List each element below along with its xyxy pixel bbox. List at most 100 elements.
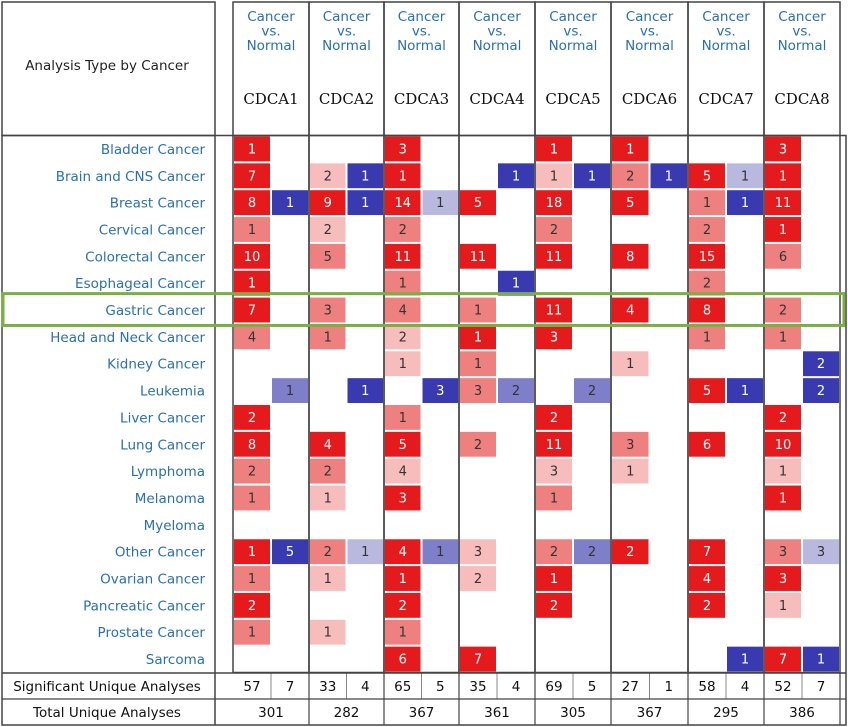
up-cell-cdca6-breast-cancer[interactable]: [612, 190, 649, 216]
up-cell-cdca7-ovarian-cancer[interactable]: [689, 566, 725, 591]
row-label-esophageal-cancer[interactable]: Esophageal Cancer: [75, 276, 205, 292]
up-cell-cdca7-gastric-cancer[interactable]: [689, 297, 725, 323]
up-cell-cdca3-colorectal-cancer[interactable]: [385, 243, 421, 269]
down-cell-cdca3-other-cancer[interactable]: [422, 539, 459, 565]
up-cell-cdca3-gastric-cancer[interactable]: [385, 297, 421, 323]
up-cell-cdca4-gastric-cancer[interactable]: [460, 297, 496, 323]
up-cell-cdca5-cervical-cancer[interactable]: [536, 217, 572, 242]
up-cell-cdca2-breast-cancer[interactable]: [310, 190, 346, 216]
down-cell-cdca7-brain-and-cns-cancer[interactable]: [727, 163, 763, 189]
up-cell-cdca3-head-and-neck-cancer[interactable]: [385, 324, 421, 350]
comparison-label[interactable]: vs.: [412, 24, 431, 40]
up-cell-cdca5-melanoma[interactable]: [536, 485, 572, 511]
up-cell-cdca8-lymphoma[interactable]: [765, 458, 801, 484]
up-cell-cdca4-breast-cancer[interactable]: [460, 190, 496, 216]
up-cell-cdca8-brain-and-cns-cancer[interactable]: [765, 163, 801, 189]
comparison-label[interactable]: Normal: [397, 38, 446, 54]
row-label-kidney-cancer[interactable]: Kidney Cancer: [107, 357, 205, 373]
up-cell-cdca3-lymphoma[interactable]: [385, 458, 421, 484]
down-cell-cdca4-esophageal-cancer[interactable]: [498, 270, 534, 296]
up-cell-cdca3-bladder-cancer[interactable]: [385, 136, 421, 162]
down-cell-cdca7-leukemia[interactable]: [727, 378, 763, 403]
down-cell-cdca8-leukemia[interactable]: [803, 378, 839, 403]
down-cell-cdca3-breast-cancer[interactable]: [422, 190, 459, 216]
up-cell-cdca6-gastric-cancer[interactable]: [612, 297, 649, 323]
up-cell-cdca8-other-cancer[interactable]: [765, 539, 801, 565]
up-cell-cdca5-brain-and-cns-cancer[interactable]: [536, 163, 572, 189]
up-cell-cdca4-leukemia[interactable]: [460, 378, 496, 403]
up-cell-cdca7-esophageal-cancer[interactable]: [689, 270, 725, 296]
row-label-prostate-cancer[interactable]: Prostate Cancer: [98, 625, 206, 641]
down-cell-cdca8-other-cancer[interactable]: [803, 539, 839, 565]
comparison-label[interactable]: Cancer: [323, 9, 371, 25]
up-cell-cdca1-other-cancer[interactable]: [234, 539, 270, 565]
up-cell-cdca1-lymphoma[interactable]: [234, 458, 270, 484]
up-cell-cdca1-head-and-neck-cancer[interactable]: [234, 324, 270, 350]
up-cell-cdca3-pancreatic-cancer[interactable]: [385, 592, 421, 618]
up-cell-cdca3-prostate-cancer[interactable]: [385, 619, 421, 645]
up-cell-cdca5-colorectal-cancer[interactable]: [536, 243, 572, 269]
up-cell-cdca7-breast-cancer[interactable]: [689, 190, 725, 216]
down-cell-cdca4-brain-and-cns-cancer[interactable]: [498, 163, 534, 189]
up-cell-cdca1-pancreatic-cancer[interactable]: [234, 592, 270, 618]
up-cell-cdca4-other-cancer[interactable]: [460, 539, 496, 565]
up-cell-cdca2-melanoma[interactable]: [310, 485, 346, 511]
up-cell-cdca1-melanoma[interactable]: [234, 485, 270, 511]
row-label-breast-cancer[interactable]: Breast Cancer: [110, 196, 206, 212]
up-cell-cdca1-cervical-cancer[interactable]: [234, 217, 270, 242]
up-cell-cdca2-gastric-cancer[interactable]: [310, 297, 346, 323]
up-cell-cdca2-cervical-cancer[interactable]: [310, 217, 346, 242]
up-cell-cdca8-sarcoma[interactable]: [765, 646, 801, 672]
up-cell-cdca7-leukemia[interactable]: [689, 378, 725, 403]
up-cell-cdca2-brain-and-cns-cancer[interactable]: [310, 163, 346, 189]
up-cell-cdca6-brain-and-cns-cancer[interactable]: [612, 163, 649, 189]
down-cell-cdca2-other-cancer[interactable]: [347, 539, 384, 565]
up-cell-cdca1-esophageal-cancer[interactable]: [234, 270, 270, 296]
row-label-lung-cancer[interactable]: Lung Cancer: [120, 437, 205, 453]
comparison-label[interactable]: Cancer: [778, 9, 826, 25]
comparison-label[interactable]: vs.: [261, 24, 280, 40]
up-cell-cdca8-gastric-cancer[interactable]: [765, 297, 801, 323]
down-cell-cdca8-kidney-cancer[interactable]: [803, 351, 839, 377]
up-cell-cdca3-liver-cancer[interactable]: [385, 405, 421, 430]
comparison-label[interactable]: Cancer: [398, 9, 446, 25]
up-cell-cdca8-bladder-cancer[interactable]: [765, 136, 801, 162]
down-cell-cdca2-breast-cancer[interactable]: [347, 190, 384, 216]
row-label-brain-and-cns-cancer[interactable]: Brain and CNS Cancer: [56, 169, 206, 185]
comparison-label[interactable]: vs.: [716, 24, 735, 40]
up-cell-cdca3-sarcoma[interactable]: [385, 646, 421, 672]
up-cell-cdca7-colorectal-cancer[interactable]: [689, 243, 725, 269]
comparison-label[interactable]: Cancer: [247, 9, 295, 25]
up-cell-cdca4-lung-cancer[interactable]: [460, 431, 496, 457]
up-cell-cdca5-other-cancer[interactable]: [536, 539, 572, 565]
up-cell-cdca6-lymphoma[interactable]: [612, 458, 649, 484]
up-cell-cdca1-gastric-cancer[interactable]: [234, 297, 270, 323]
up-cell-cdca1-brain-and-cns-cancer[interactable]: [234, 163, 270, 189]
up-cell-cdca3-other-cancer[interactable]: [385, 539, 421, 565]
up-cell-cdca1-liver-cancer[interactable]: [234, 405, 270, 430]
up-cell-cdca1-breast-cancer[interactable]: [234, 190, 270, 216]
up-cell-cdca3-kidney-cancer[interactable]: [385, 351, 421, 377]
row-label-gastric-cancer[interactable]: Gastric Cancer: [105, 303, 205, 319]
up-cell-cdca3-esophageal-cancer[interactable]: [385, 270, 421, 296]
up-cell-cdca4-colorectal-cancer[interactable]: [460, 243, 496, 269]
up-cell-cdca6-colorectal-cancer[interactable]: [612, 243, 649, 269]
down-cell-cdca7-breast-cancer[interactable]: [727, 190, 763, 216]
up-cell-cdca8-head-and-neck-cancer[interactable]: [765, 324, 801, 350]
up-cell-cdca5-breast-cancer[interactable]: [536, 190, 572, 216]
up-cell-cdca8-melanoma[interactable]: [765, 485, 801, 511]
up-cell-cdca8-lung-cancer[interactable]: [765, 431, 801, 457]
comparison-label[interactable]: Normal: [625, 38, 674, 54]
up-cell-cdca4-ovarian-cancer[interactable]: [460, 566, 496, 591]
comparison-label[interactable]: vs.: [640, 24, 659, 40]
down-cell-cdca5-brain-and-cns-cancer[interactable]: [574, 163, 610, 189]
up-cell-cdca3-cervical-cancer[interactable]: [385, 217, 421, 242]
up-cell-cdca8-ovarian-cancer[interactable]: [765, 566, 801, 591]
comparison-label[interactable]: vs.: [487, 24, 506, 40]
row-label-other-cancer[interactable]: Other Cancer: [115, 545, 206, 561]
up-cell-cdca7-other-cancer[interactable]: [689, 539, 725, 565]
up-cell-cdca1-colorectal-cancer[interactable]: [234, 243, 270, 269]
up-cell-cdca3-ovarian-cancer[interactable]: [385, 566, 421, 591]
down-cell-cdca1-breast-cancer[interactable]: [272, 190, 308, 216]
down-cell-cdca7-sarcoma[interactable]: [727, 646, 763, 672]
